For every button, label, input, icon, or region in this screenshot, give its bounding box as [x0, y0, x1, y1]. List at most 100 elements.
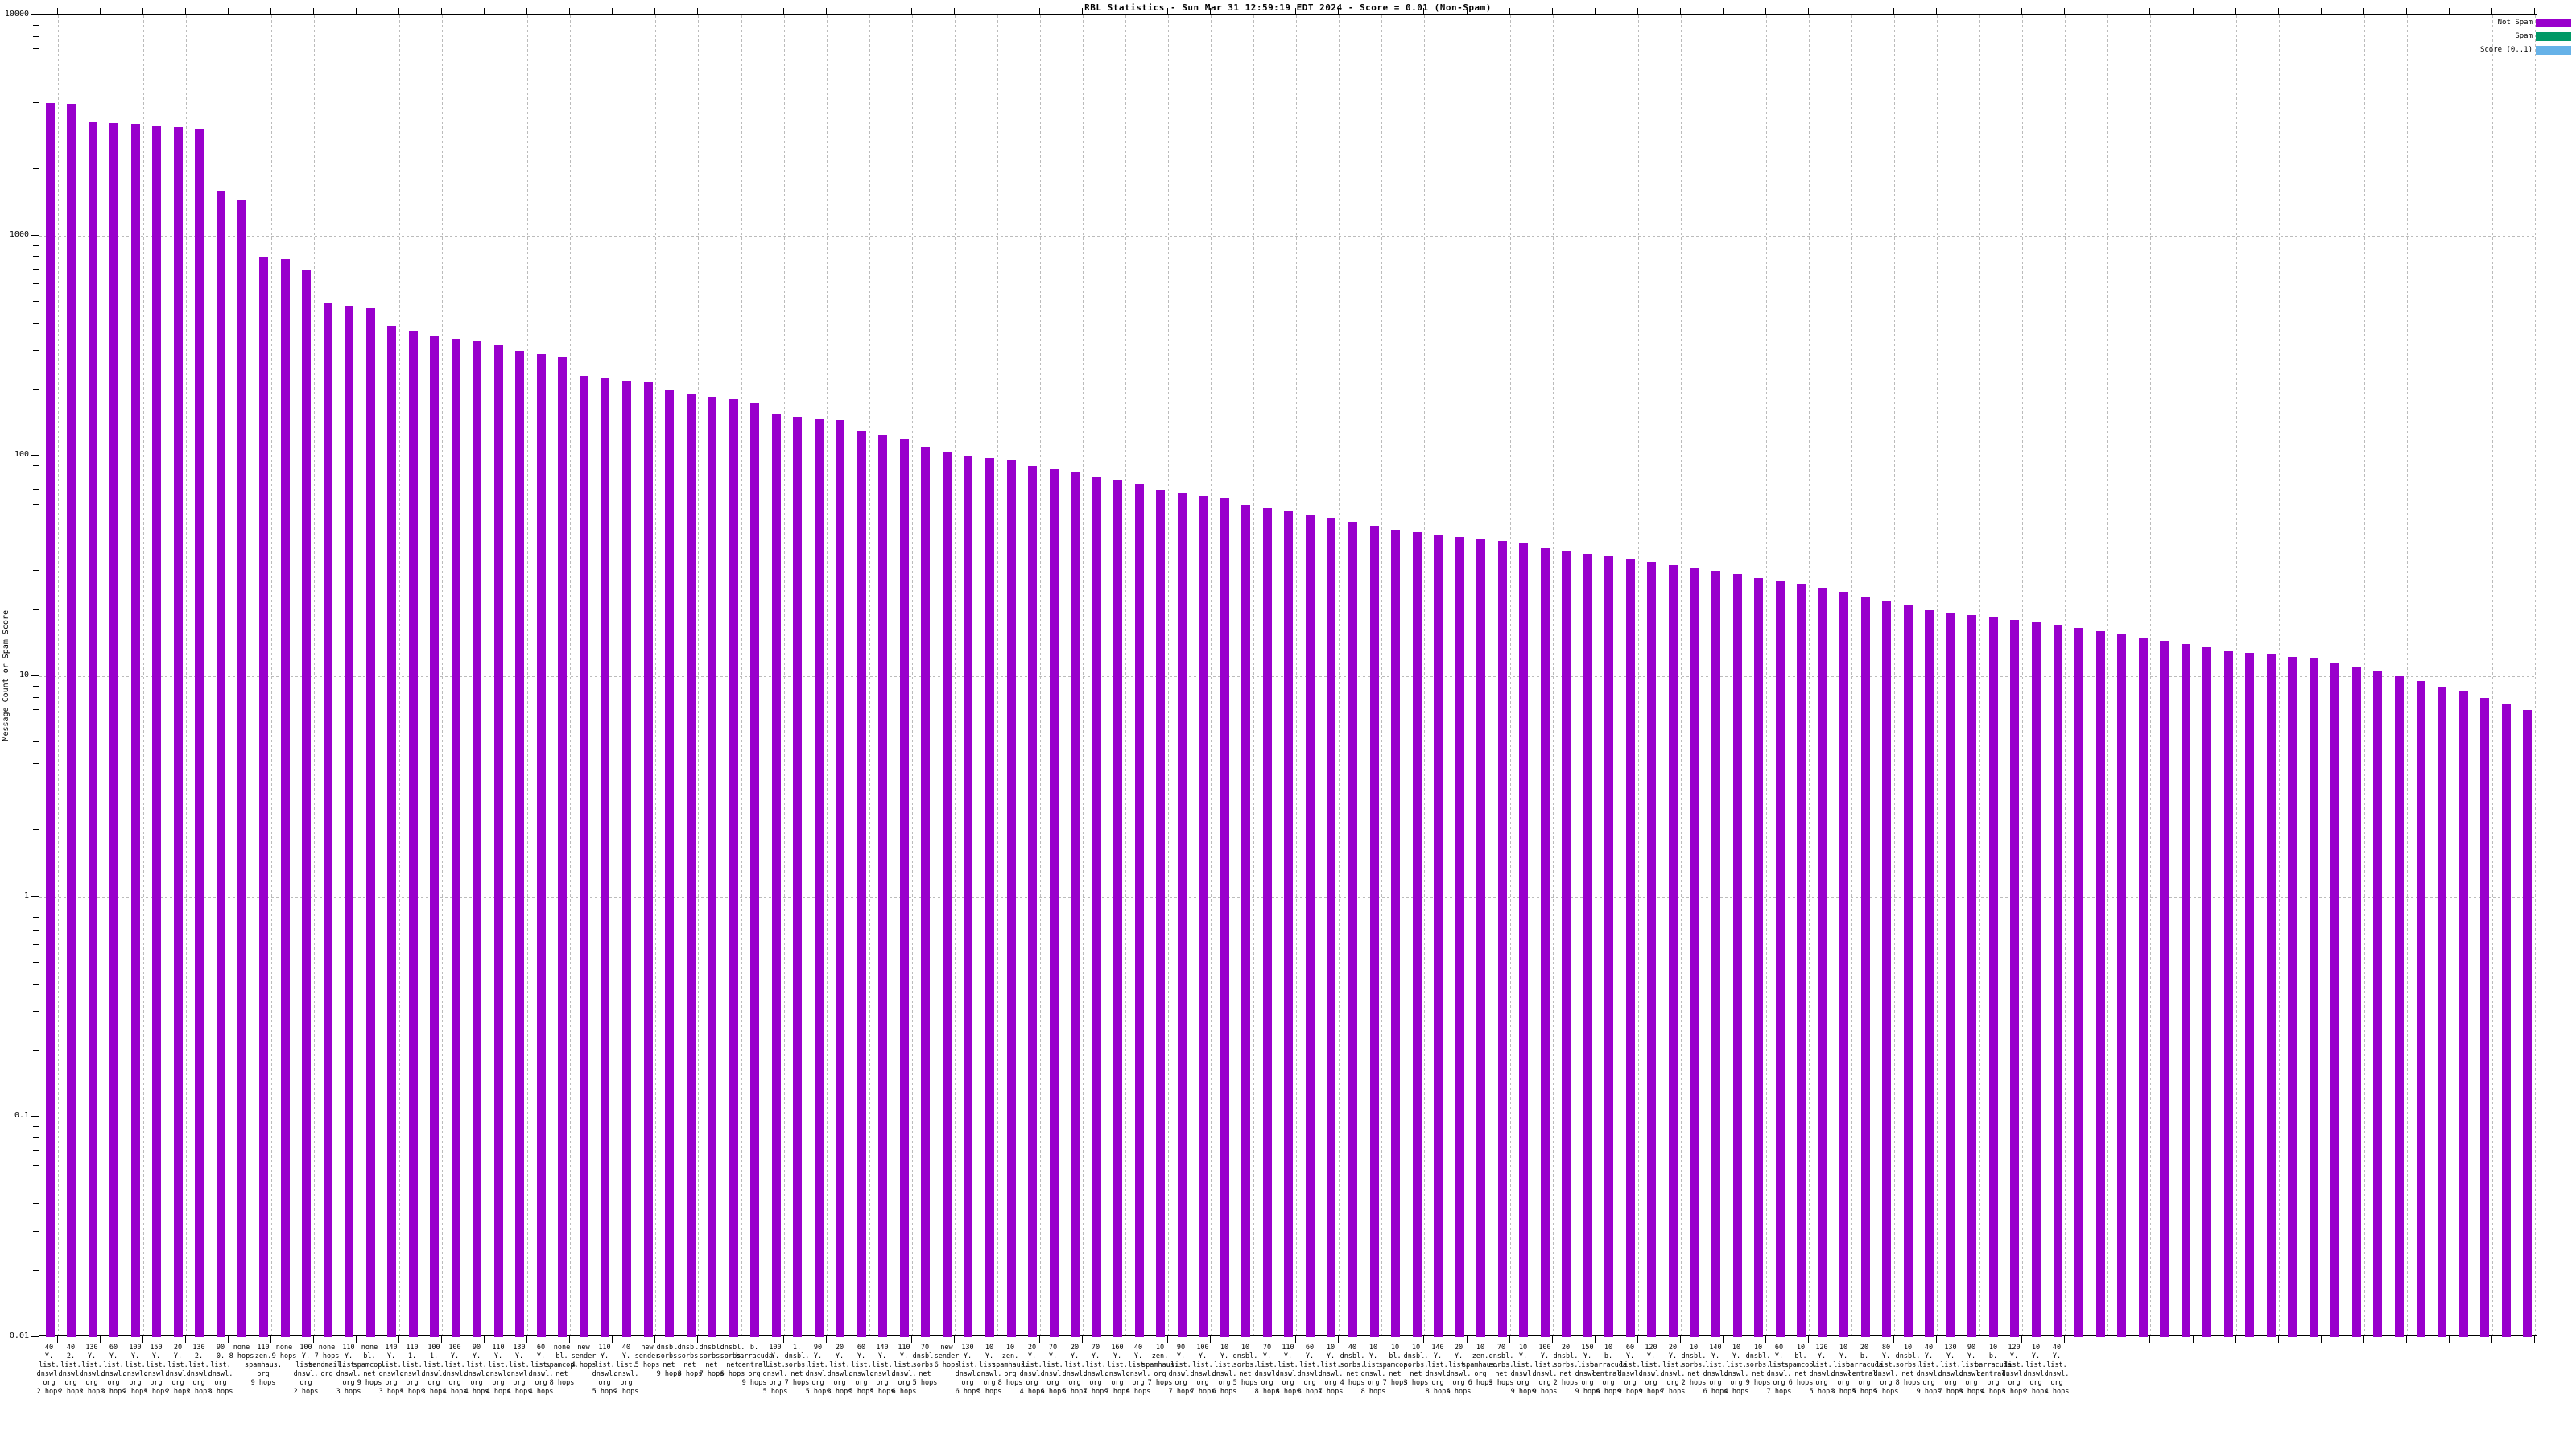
bar[interactable] — [601, 378, 609, 1337]
bar[interactable] — [1370, 526, 1379, 1337]
bar[interactable] — [2480, 698, 2489, 1337]
bar[interactable] — [1626, 559, 1635, 1337]
bar[interactable] — [2032, 622, 2041, 1337]
bar[interactable] — [537, 354, 546, 1337]
bar[interactable] — [1583, 554, 1592, 1337]
bar[interactable] — [515, 351, 524, 1337]
bar[interactable] — [943, 452, 952, 1337]
bar[interactable] — [1007, 460, 1016, 1337]
bar[interactable] — [1092, 477, 1101, 1337]
bar[interactable] — [1904, 605, 1913, 1337]
bar[interactable] — [1241, 505, 1250, 1337]
bar[interactable] — [1135, 484, 1144, 1337]
bar[interactable] — [1263, 508, 1272, 1337]
bar[interactable] — [750, 402, 759, 1337]
bar[interactable] — [2202, 647, 2211, 1337]
bar[interactable] — [259, 257, 268, 1337]
legend-item[interactable]: Not Spam — [2450, 18, 2571, 27]
bar[interactable] — [366, 308, 375, 1337]
bar[interactable] — [622, 381, 631, 1337]
bar[interactable] — [815, 419, 824, 1337]
bar[interactable] — [109, 123, 118, 1337]
bar[interactable] — [324, 303, 332, 1337]
bar[interactable] — [2395, 676, 2404, 1337]
bar[interactable] — [174, 127, 183, 1337]
bar[interactable] — [1476, 539, 1485, 1337]
bar[interactable] — [1989, 617, 1998, 1337]
bar[interactable] — [708, 397, 716, 1337]
bar[interactable] — [687, 394, 696, 1337]
bar[interactable] — [2224, 651, 2233, 1337]
bar[interactable] — [1861, 597, 1870, 1337]
bar[interactable] — [2054, 625, 2062, 1337]
bar[interactable] — [1028, 466, 1037, 1337]
bar[interactable] — [1604, 556, 1613, 1337]
bar[interactable] — [473, 341, 481, 1337]
bar[interactable] — [558, 357, 567, 1337]
bar[interactable] — [152, 126, 161, 1337]
bar[interactable] — [1156, 490, 1165, 1337]
bar[interactable] — [1199, 496, 1208, 1337]
bar[interactable] — [644, 382, 653, 1337]
bar[interactable] — [729, 399, 738, 1337]
bar[interactable] — [67, 104, 76, 1337]
bar[interactable] — [665, 390, 674, 1337]
bar[interactable] — [2417, 681, 2425, 1337]
bar[interactable] — [1413, 532, 1422, 1337]
bar[interactable] — [772, 414, 781, 1337]
bar[interactable] — [1498, 541, 1507, 1337]
legend-item[interactable]: Score (0..1) — [2450, 45, 2571, 55]
bar[interactable] — [1690, 568, 1699, 1337]
bar[interactable] — [2160, 641, 2169, 1337]
bar[interactable] — [836, 420, 844, 1337]
bar[interactable] — [2139, 638, 2148, 1337]
bar[interactable] — [1669, 565, 1678, 1337]
bar[interactable] — [1967, 615, 1976, 1337]
bar[interactable] — [857, 431, 866, 1337]
bar[interactable] — [2245, 653, 2254, 1337]
bar[interactable] — [1391, 530, 1400, 1337]
bar[interactable] — [2352, 667, 2361, 1337]
bar[interactable] — [921, 447, 930, 1337]
bar[interactable] — [1455, 537, 1464, 1337]
bar[interactable] — [1733, 574, 1742, 1337]
bar[interactable] — [878, 435, 887, 1337]
bar[interactable] — [2288, 657, 2297, 1337]
bar[interactable] — [1839, 592, 1848, 1337]
bar[interactable] — [2459, 691, 2468, 1337]
bar[interactable] — [2438, 687, 2446, 1337]
bar[interactable] — [1541, 548, 1550, 1337]
bar[interactable] — [1711, 571, 1720, 1337]
bar[interactable] — [1434, 535, 1443, 1337]
bar[interactable] — [1754, 578, 1763, 1337]
bar[interactable] — [985, 458, 994, 1337]
bar[interactable] — [580, 376, 588, 1337]
bar[interactable] — [2502, 704, 2511, 1337]
bar[interactable] — [89, 122, 97, 1337]
bar[interactable] — [2523, 710, 2532, 1337]
bar[interactable] — [1797, 584, 1806, 1337]
bar[interactable] — [1327, 518, 1335, 1337]
bar[interactable] — [237, 200, 246, 1337]
bar[interactable] — [2330, 663, 2339, 1337]
bar[interactable] — [345, 306, 353, 1337]
bar[interactable] — [964, 456, 972, 1337]
bar[interactable] — [900, 439, 909, 1337]
bar[interactable] — [1113, 480, 1122, 1337]
bar[interactable] — [131, 124, 140, 1337]
bar[interactable] — [2310, 658, 2318, 1337]
bar[interactable] — [1348, 522, 1357, 1337]
bar[interactable] — [1050, 469, 1059, 1337]
bar[interactable] — [281, 259, 290, 1337]
bar[interactable] — [1776, 581, 1785, 1337]
bar[interactable] — [1220, 498, 1229, 1337]
bar[interactable] — [387, 326, 396, 1337]
legend-item[interactable]: Spam — [2450, 31, 2571, 41]
bar[interactable] — [1071, 472, 1080, 1337]
bar[interactable] — [2267, 654, 2276, 1337]
bar[interactable] — [217, 191, 225, 1337]
bar[interactable] — [494, 345, 503, 1337]
bar[interactable] — [1306, 515, 1315, 1337]
bar[interactable] — [1818, 588, 1827, 1337]
bar[interactable] — [1178, 493, 1187, 1337]
